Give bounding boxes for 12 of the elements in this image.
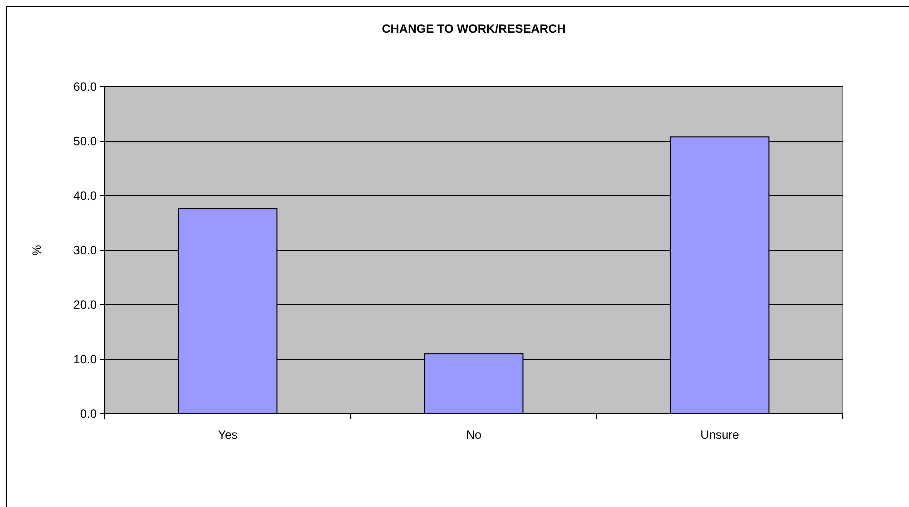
y-tick-label: 30.0 [74, 244, 98, 258]
y-tick-label: 60.0 [74, 80, 98, 94]
y-tick-label: 0.0 [80, 407, 98, 422]
chart-title: CHANGE TO WORK/RESEARCH [382, 22, 566, 36]
y-axis-title: % [30, 244, 44, 256]
y-tick-label: 20.0 [74, 298, 98, 312]
y-tick-label: 10.0 [74, 352, 98, 367]
x-tick-label: No [466, 428, 482, 442]
x-tick-label: Unsure [700, 428, 740, 442]
x-tick-label: Yes [218, 428, 238, 442]
y-tick-label: 50.0 [74, 134, 98, 149]
y-tick-label: 40.0 [74, 189, 98, 204]
